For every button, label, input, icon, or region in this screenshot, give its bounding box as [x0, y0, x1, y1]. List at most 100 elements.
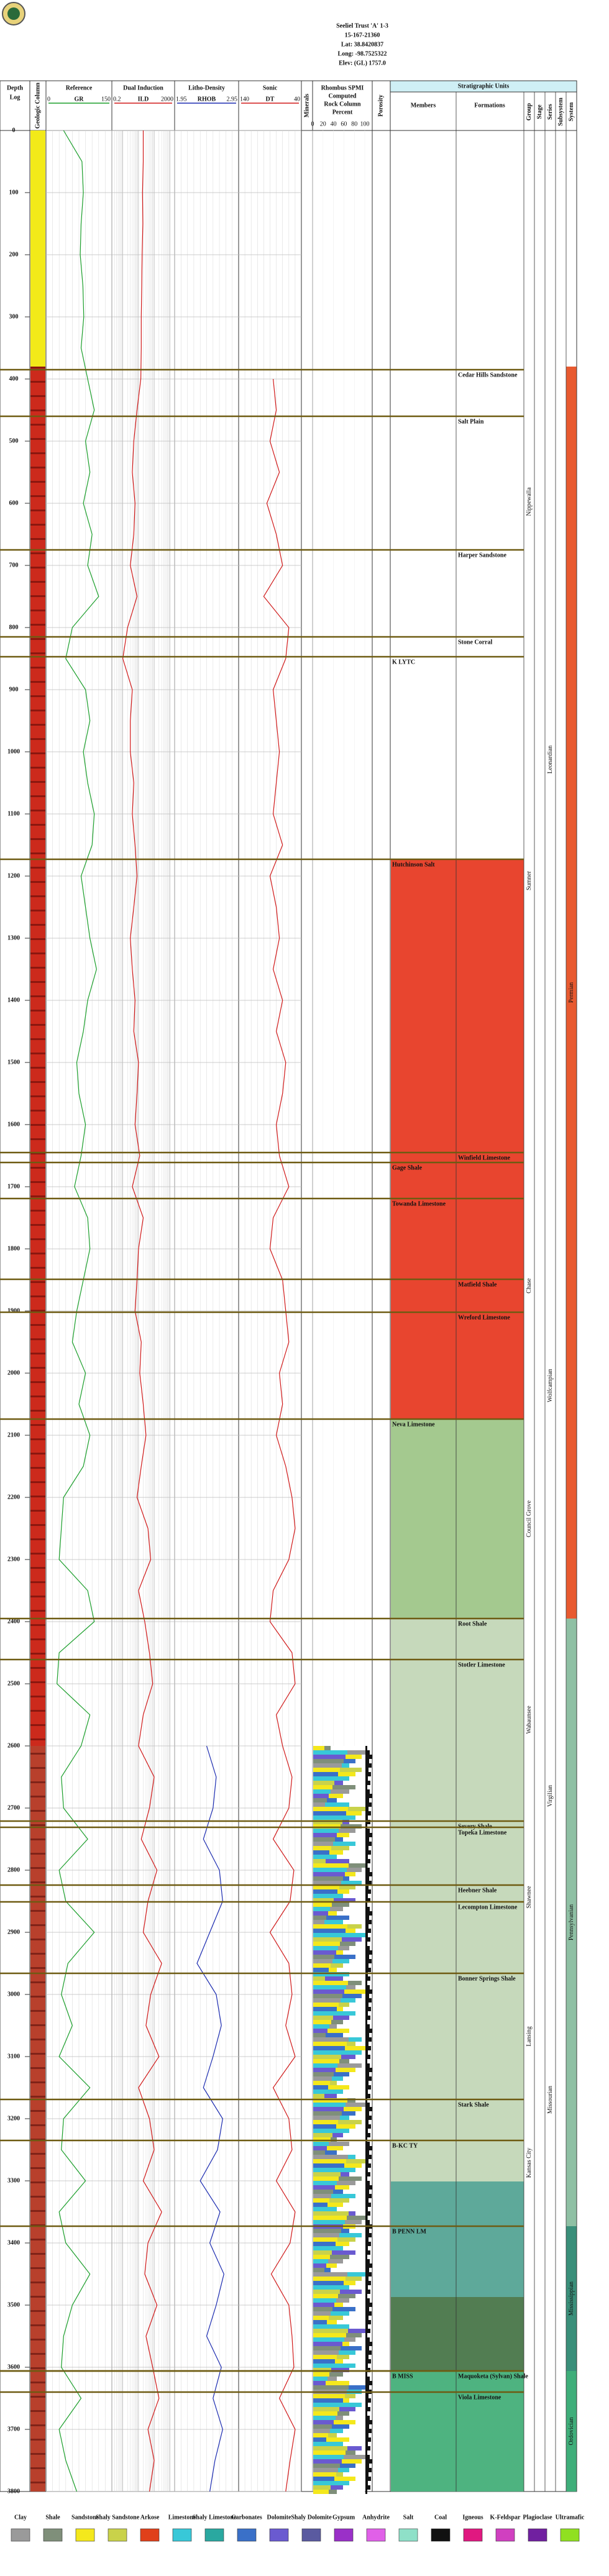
gr-shade [365, 2368, 370, 2372]
rock-column-title: Rock Column [324, 101, 361, 107]
formation-label: Matfield Shale [458, 1281, 497, 1288]
gr-shade [365, 1872, 372, 1876]
lith-stripe [30, 1996, 45, 1998]
gr-shade [365, 2176, 367, 2181]
depth-label: 800 [9, 624, 19, 631]
gr-shade [365, 1881, 372, 1885]
rock-layer [326, 2263, 337, 2268]
gr-shade [365, 1929, 371, 1933]
lith-stripe [30, 2253, 45, 2255]
rock-layer [325, 1802, 349, 1807]
rock-layer [337, 2094, 365, 2098]
rock-layer [334, 2420, 355, 2424]
depth-label: 3600 [7, 2364, 20, 2370]
rock-layer [313, 1855, 327, 1859]
legend-swatch [43, 2528, 63, 2542]
legend-swatch [431, 2528, 451, 2542]
rock-layer [343, 2090, 365, 2094]
rock-layer [342, 2111, 355, 2116]
rock-layer [313, 2211, 349, 2216]
lith-stripe [30, 2039, 45, 2040]
rock-layer [313, 2263, 326, 2268]
rock-layer [349, 2198, 365, 2203]
rock-layer [331, 2268, 365, 2272]
rock-layer [337, 2150, 365, 2155]
legend-label: Plagioclase [523, 2514, 552, 2521]
gr-shade [365, 2011, 368, 2016]
rock-layer [355, 1985, 365, 1989]
lith-stripe [30, 2382, 45, 2383]
gr-shade [365, 2255, 367, 2259]
rock-layer [343, 1894, 365, 1898]
strat-unit-label: Chase [526, 1278, 533, 1294]
lith-stripe [30, 695, 45, 697]
depth-label: 1600 [7, 1121, 20, 1128]
rock-layer [313, 1807, 348, 1811]
rock-layer [355, 2194, 365, 2198]
lith-stripe [30, 1338, 45, 1340]
formation-label: Maquoketa (Sylvan) Shale [458, 2373, 528, 2380]
rock-layer [346, 1811, 362, 1816]
lith-stripe [30, 1638, 45, 1640]
rock-layer [343, 1907, 365, 1911]
gr-shade [365, 1946, 370, 1950]
rock-layer [313, 2377, 327, 2381]
rock-layer [343, 2020, 365, 2024]
rock-layer [313, 1785, 332, 1789]
rock-layer [330, 2081, 337, 2085]
lith-stripe [30, 1653, 45, 1655]
rock-layer [313, 1946, 338, 1950]
legend-label: Salt [403, 2514, 414, 2521]
lith-stripe [30, 509, 45, 511]
rock-layer [362, 1811, 365, 1816]
rock-layer [347, 1924, 362, 1929]
header-line: Elev: (GL) 1757.0 [339, 60, 386, 66]
rock-layer [313, 2294, 338, 2298]
rock-layer [313, 2290, 340, 2294]
rock-layer [349, 1802, 365, 1807]
log-curve [263, 378, 296, 2492]
gr-shade [365, 2490, 367, 2494]
rock-layer [313, 1750, 347, 1755]
lith-stripe [30, 1481, 45, 1483]
gr-shade [365, 1763, 372, 1768]
rock-layer [313, 2485, 331, 2490]
depth-label: 1200 [7, 872, 20, 879]
rock-layer [362, 1881, 365, 1885]
rock-layer [324, 2094, 337, 2098]
rock-layer [313, 1942, 340, 1946]
header-line: Seeliel Trust 'A' 1-3 [336, 22, 388, 29]
lith-stripe [30, 895, 45, 897]
rock-layer [355, 2237, 365, 2242]
strat-unit-label: Missourian [547, 2086, 554, 2114]
rock-layer [313, 1937, 342, 1942]
strat-col-title: System [568, 102, 575, 121]
lith-stripe [30, 552, 45, 554]
lith-stripe [30, 1238, 45, 1240]
formation-label: Topeka Limestone [458, 1829, 507, 1836]
depth-label: 3800 [7, 2488, 20, 2495]
rock-layer [313, 2320, 327, 2324]
rock-layer [342, 1820, 349, 1824]
system-band [566, 367, 577, 1619]
minerals-column [301, 80, 313, 2492]
rock-layer [313, 2216, 347, 2220]
rock-layer [335, 1837, 343, 1842]
rock-layer [313, 2016, 333, 2020]
rock-layer [337, 2207, 365, 2211]
lith-stripe [30, 910, 45, 911]
strat-title-bg [390, 80, 577, 93]
rock-layer [355, 2407, 365, 2411]
formation-label: B MISS [392, 2373, 413, 2380]
rock-column-title: Rhombus SPMI [321, 84, 364, 91]
rock-layer [355, 1955, 365, 1959]
rock-layer [313, 2194, 331, 2198]
rock-layer [346, 2450, 355, 2455]
rock-layer [336, 2472, 343, 2477]
lith-stripe [30, 2281, 45, 2283]
log-curve [196, 1745, 224, 2492]
curve-scale: 40 [294, 96, 300, 103]
rock-layer [313, 2107, 344, 2111]
rock-layer [349, 2172, 365, 2176]
rock-layer [336, 2416, 343, 2420]
